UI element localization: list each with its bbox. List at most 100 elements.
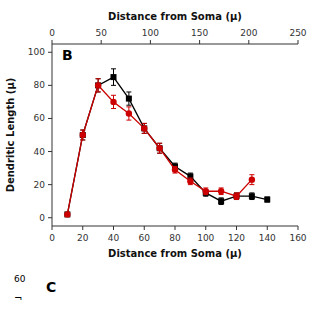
x-tick xyxy=(144,226,145,230)
y-axis-line xyxy=(52,44,53,226)
x-axis-label: Distance from Soma (μ) xyxy=(108,248,242,259)
error-bar-cap xyxy=(126,106,131,107)
error-bar-cap xyxy=(157,153,162,154)
x2-tick xyxy=(101,40,102,44)
error-bar-cap xyxy=(157,153,162,154)
x-tick-label: 160 xyxy=(289,233,306,243)
x2-axis-label: Distance from Soma (μ) xyxy=(108,11,242,22)
error-bar-cap xyxy=(142,123,147,124)
error-bar-cap xyxy=(80,139,85,140)
point xyxy=(80,132,86,138)
x2-tick xyxy=(52,40,53,44)
error-bar xyxy=(249,193,254,200)
error-bar xyxy=(80,130,85,140)
series-line xyxy=(67,85,252,214)
annotation: C xyxy=(46,279,56,295)
error-bar-cap xyxy=(96,91,101,92)
point xyxy=(141,125,147,131)
x-tick xyxy=(267,226,268,230)
error-bar xyxy=(234,193,239,200)
x2-tick-label: 250 xyxy=(289,28,306,38)
error-bar xyxy=(234,193,239,200)
point xyxy=(249,176,255,182)
y-tick-label: 80 xyxy=(34,80,46,90)
error-bar xyxy=(219,198,224,205)
error-bar-cap xyxy=(142,123,147,124)
error-bar-cap xyxy=(126,120,131,121)
error-bar xyxy=(188,178,193,185)
annotation: ¬ xyxy=(14,293,22,304)
x-tick xyxy=(298,226,299,230)
x2-tick-label: 150 xyxy=(191,28,208,38)
error-bar-cap xyxy=(157,143,162,144)
error-bar-cap xyxy=(126,105,131,106)
point xyxy=(264,197,270,203)
x-tick xyxy=(82,226,83,230)
x2-tick-label: 0 xyxy=(49,28,55,38)
x-tick-label: 0 xyxy=(49,233,55,243)
y-tick xyxy=(48,85,52,86)
point xyxy=(172,167,178,173)
point xyxy=(157,145,163,151)
x-tick-label: 20 xyxy=(77,233,89,243)
error-bar-cap xyxy=(111,85,116,86)
point xyxy=(187,178,193,184)
error-bar xyxy=(111,69,116,86)
error-bar-cap xyxy=(80,139,85,140)
x2-tick-label: 200 xyxy=(240,28,257,38)
x2-tick xyxy=(248,40,249,44)
x-tick-label: 80 xyxy=(169,233,181,243)
error-bar-cap xyxy=(96,78,101,79)
x-tick xyxy=(52,226,53,230)
error-bar xyxy=(203,188,208,195)
plot-area xyxy=(64,69,270,218)
annotation: 60 xyxy=(14,274,26,284)
point xyxy=(249,193,255,199)
error-bar xyxy=(111,95,116,108)
x2-axis-line xyxy=(52,44,298,45)
x-tick xyxy=(205,226,206,230)
y-tick-label: 0 xyxy=(39,213,45,223)
point xyxy=(64,211,70,217)
y-tick xyxy=(48,118,52,119)
error-bar-cap xyxy=(80,130,85,131)
error-bar-cap xyxy=(126,91,131,92)
x-tick-label: 40 xyxy=(108,233,120,243)
error-bar xyxy=(157,143,162,153)
point xyxy=(203,188,209,194)
error-bar-cap xyxy=(111,68,116,69)
error-bar-cap xyxy=(142,133,147,134)
y-tick xyxy=(48,217,52,218)
error-bar xyxy=(173,166,178,173)
point xyxy=(64,211,70,217)
x-tick xyxy=(175,226,176,230)
point xyxy=(126,96,132,102)
x2-tick xyxy=(298,40,299,44)
point xyxy=(234,193,240,199)
error-bar-cap xyxy=(111,108,116,109)
series xyxy=(64,69,270,218)
point xyxy=(218,188,224,194)
x2-tick xyxy=(199,40,200,44)
point xyxy=(141,125,147,131)
x-tick-label: 100 xyxy=(197,233,214,243)
error-bar xyxy=(265,197,270,202)
error-bar xyxy=(96,79,101,92)
axes: 020406080100120140160Distance from Soma … xyxy=(5,11,307,259)
series-line xyxy=(67,77,267,214)
error-bar-cap xyxy=(157,143,162,144)
point xyxy=(126,110,132,116)
x-tick xyxy=(236,226,237,230)
point xyxy=(95,82,101,88)
error-bar-cap xyxy=(249,174,254,175)
y-tick xyxy=(48,184,52,185)
y-tick xyxy=(48,151,52,152)
y-tick-label: 60 xyxy=(34,113,46,123)
point xyxy=(110,99,116,105)
x2-tick xyxy=(150,40,151,44)
error-bar xyxy=(249,175,254,185)
x2-tick-label: 100 xyxy=(142,28,159,38)
error-bar-cap xyxy=(111,95,116,96)
y-tick-label: 100 xyxy=(28,47,45,57)
chart: 020406080100120140160Distance from Soma … xyxy=(0,0,320,320)
